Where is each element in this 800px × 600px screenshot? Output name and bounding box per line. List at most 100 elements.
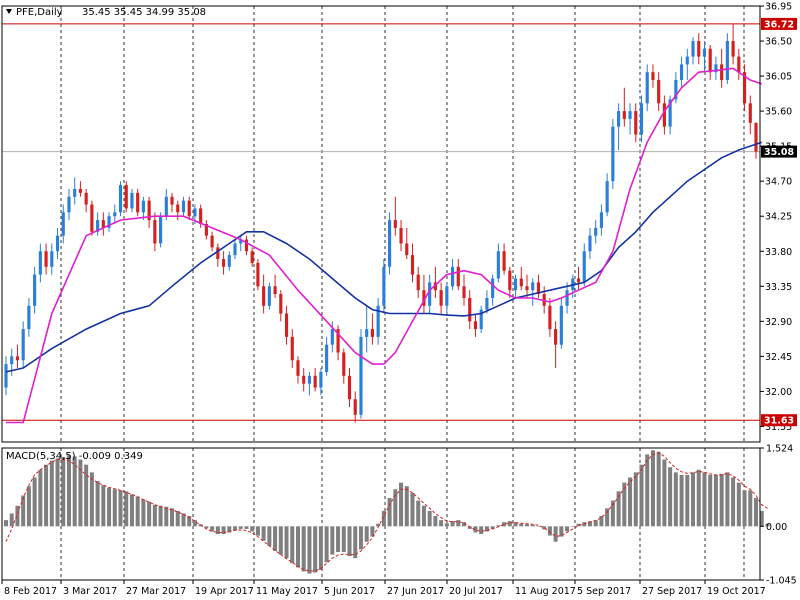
macd-bar <box>84 464 89 527</box>
candle <box>33 266 37 314</box>
macd-bar <box>587 521 592 527</box>
horizontal-lines <box>2 23 760 421</box>
macd-bar <box>656 451 661 527</box>
candle <box>536 274 541 298</box>
candle-body <box>450 266 455 287</box>
candle-body <box>370 329 374 337</box>
macd-bar <box>696 469 701 527</box>
time-axis: 8 Feb 2017 3 Mar 2017 27 Mar 2017 19 Apr 20… <box>1 580 766 597</box>
candle-body <box>118 185 123 213</box>
candle <box>113 204 117 224</box>
candle-body <box>473 321 478 330</box>
candle <box>204 220 208 240</box>
candle-body <box>33 274 37 306</box>
candle-body <box>634 111 638 135</box>
macd-bar <box>353 526 358 559</box>
candle-body <box>50 251 54 267</box>
macd-pane-frame <box>1 447 761 581</box>
candle-body <box>617 111 621 127</box>
candle <box>731 23 735 65</box>
macd-bar <box>9 513 14 527</box>
candle-body <box>410 255 415 275</box>
candle <box>393 196 397 236</box>
candle-body <box>639 103 644 135</box>
date-label: 5 Jun 2017 <box>324 586 375 597</box>
macd-bar <box>765 523 770 527</box>
candle-body <box>193 208 197 217</box>
collapse-triangle-icon[interactable] <box>6 9 12 14</box>
macd-bar <box>21 495 26 527</box>
candle <box>101 212 105 236</box>
candle <box>599 204 603 236</box>
macd-bar <box>502 522 507 527</box>
candle <box>233 239 237 260</box>
candle-body <box>428 282 432 306</box>
candle <box>181 196 186 217</box>
macd-bar <box>38 469 43 527</box>
macd-bar <box>570 526 575 527</box>
candle-body <box>10 356 14 365</box>
macd-bar <box>273 526 278 551</box>
price-tick-label: 34.25 <box>765 212 792 223</box>
candle-body <box>164 196 168 217</box>
candle <box>508 266 512 298</box>
candle <box>164 188 168 221</box>
candle <box>742 64 747 112</box>
candle <box>302 368 306 392</box>
macd-bar <box>141 499 146 527</box>
candle-body <box>136 192 140 213</box>
candle <box>725 33 729 84</box>
chart-ohlc: 35.45 35.45 34.99 35.08 <box>82 7 206 18</box>
candle-body <box>605 181 609 213</box>
candle-body <box>227 255 231 267</box>
candle <box>708 44 712 80</box>
candle <box>210 231 214 252</box>
candle <box>353 391 357 423</box>
macd-header: MACD(5,34,5) -0.009 0.349 <box>6 451 143 462</box>
candle <box>617 103 621 151</box>
candle-body <box>376 305 380 337</box>
candle-body <box>611 126 615 182</box>
candle <box>502 243 506 275</box>
level-price-tag-text: 36.72 <box>764 19 794 30</box>
candle-body <box>325 344 329 372</box>
candle <box>720 48 724 88</box>
macd-bar <box>616 491 621 527</box>
candle-body <box>668 99 672 127</box>
candle-body <box>61 212 65 236</box>
macd-bar <box>404 486 409 527</box>
price-axis: 36.9536.5036.0535.6035.1534.7034.2533.80… <box>760 2 792 433</box>
candle <box>307 371 312 396</box>
candle-body <box>330 329 334 345</box>
candle-body <box>731 41 735 57</box>
candle <box>594 220 598 244</box>
price-tick-label: 31.55 <box>765 422 792 433</box>
candle-body <box>4 364 8 388</box>
candle-body <box>674 79 678 100</box>
candle <box>221 251 226 275</box>
macd-bar <box>15 505 20 527</box>
macd-bar <box>26 486 31 527</box>
candle-body <box>485 297 489 310</box>
candle-body <box>176 204 180 213</box>
candle-body <box>336 329 340 353</box>
macd-bar <box>3 520 9 527</box>
macd-bar <box>685 474 690 527</box>
candle <box>416 266 420 298</box>
candle-body <box>399 227 403 244</box>
macd-bar <box>484 526 489 532</box>
macd-bar <box>547 526 552 536</box>
candle <box>38 243 42 283</box>
date-label: 27 Mar 2017 <box>126 586 186 597</box>
candle <box>136 188 140 217</box>
candle <box>376 297 380 345</box>
macd-bar <box>719 473 724 527</box>
macd-bar <box>267 526 272 546</box>
candle-body <box>284 313 289 337</box>
macd-bar <box>519 523 524 527</box>
macd-bar <box>536 526 541 527</box>
candle-body <box>84 192 88 205</box>
macd-bar <box>725 472 730 527</box>
date-label: 11 Aug 2017 <box>515 586 576 597</box>
candle-body <box>651 72 655 80</box>
